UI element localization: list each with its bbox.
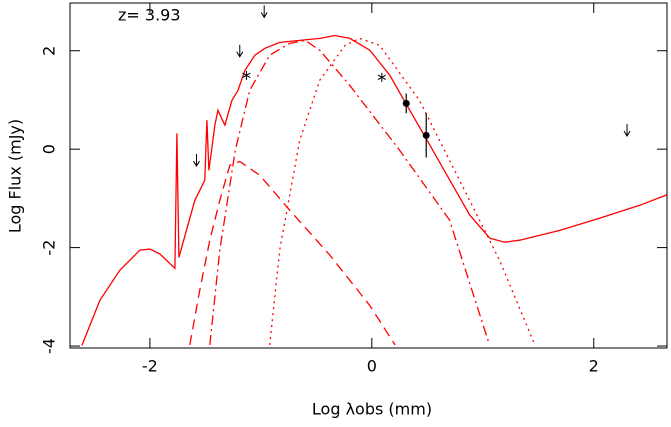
sed-curve: [189, 160, 396, 346]
x-axis-label: Log λobs (mm): [312, 400, 432, 419]
x-tick-label: -2: [142, 357, 158, 376]
upper-limit: [236, 44, 244, 58]
sed-curve: [209, 39, 491, 346]
y-tick-label: 2: [40, 46, 59, 56]
sed-curve: [81, 34, 667, 346]
asterisk-point: [377, 72, 386, 82]
y-tick-label: -2: [40, 240, 59, 256]
x-tick-label: 0: [367, 357, 377, 376]
y-tick-label: -4: [40, 338, 59, 354]
redshift-annotation: z= 3.93: [118, 6, 181, 25]
data-point: [422, 131, 430, 139]
asterisk-point: [242, 70, 251, 80]
y-axis-label: Log Flux (mJy): [6, 119, 25, 233]
upper-limit: [623, 123, 631, 137]
data-point: [402, 99, 410, 107]
sed-curve: [269, 37, 536, 346]
plot-frame: [69, 2, 668, 349]
x-tick-label: 2: [589, 357, 599, 376]
y-tick-label: 0: [40, 144, 59, 154]
upper-limit: [193, 153, 200, 167]
upper-limit: [260, 5, 268, 19]
